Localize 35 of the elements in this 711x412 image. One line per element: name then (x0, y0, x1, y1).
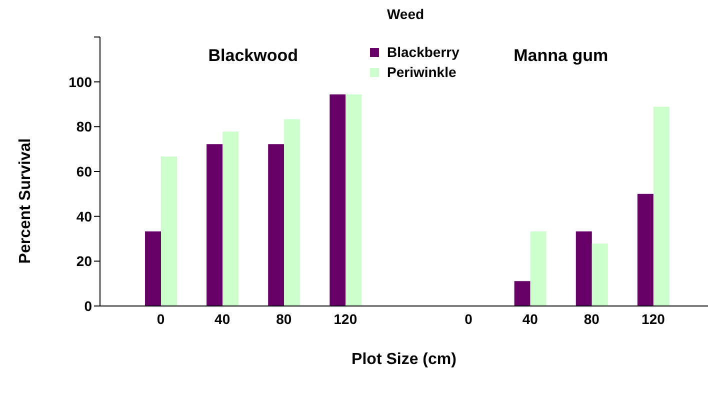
bar (161, 156, 177, 306)
bar (637, 194, 654, 306)
bar (653, 106, 670, 306)
bar (592, 244, 608, 306)
bar (206, 144, 223, 306)
bar (222, 132, 239, 306)
y-tick-label: 60 (76, 163, 92, 180)
bar (284, 119, 300, 306)
x-axis-title: Plot Size (cm) (352, 351, 456, 368)
bar (145, 231, 161, 306)
x-tick-label: 80 (276, 310, 292, 327)
x-tick-label: 40 (214, 310, 230, 327)
y-tick-label: 40 (76, 208, 92, 224)
legend-title: Weed (386, 6, 424, 22)
y-tick-label: 80 (76, 118, 92, 135)
y-tick-label: 20 (76, 253, 92, 270)
y-axis-title: Percent Survival (17, 137, 35, 266)
x-tick-label: 120 (642, 310, 666, 327)
annotation: Manna gum (512, 46, 610, 66)
x-tick-label: 80 (584, 310, 600, 327)
annotation: Blackwood (207, 46, 299, 66)
legend-label: Blackberry (387, 44, 460, 60)
bar (530, 231, 546, 306)
x-tick-label: 120 (334, 310, 358, 327)
x-tick-label: 0 (464, 310, 473, 327)
x-tick-label: 0 (156, 310, 165, 327)
y-tick-label: 0 (84, 298, 92, 314)
bar (268, 144, 284, 306)
bar (330, 94, 346, 306)
bar (346, 94, 362, 306)
x-tick-label: 40 (522, 310, 538, 327)
bar (576, 231, 592, 306)
y-tick-label: 100 (68, 74, 92, 90)
bar (514, 281, 530, 306)
legend-label: Periwinkle (387, 64, 456, 80)
